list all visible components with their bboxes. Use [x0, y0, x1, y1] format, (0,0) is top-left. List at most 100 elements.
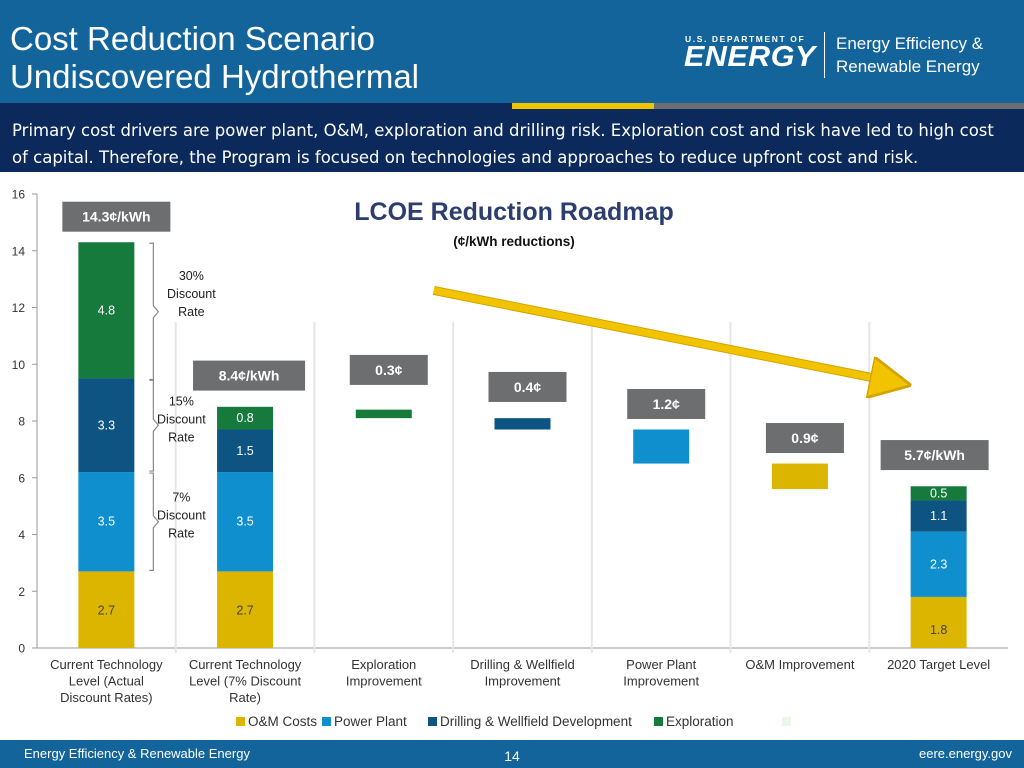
discount-rate-label: 15% Discount Rate — [157, 394, 206, 444]
total-label-text: 5.7¢/kWh — [904, 447, 965, 463]
bar-segment — [78, 571, 135, 648]
category-label: Drilling & Wellfield Improvement — [470, 657, 575, 689]
y-tick-label: 16 — [12, 188, 26, 202]
bar-segment — [910, 486, 967, 501]
category-label: Current Technology Level (Actual Discount … — [50, 657, 163, 705]
legend-swatch — [236, 717, 245, 726]
y-tick-label: 0 — [18, 642, 25, 656]
legend-label: O&M Costs — [248, 714, 317, 729]
total-label-box — [193, 360, 306, 391]
category-label-line: Level (7% Discount — [189, 674, 301, 689]
reduction-label-text: 0.3¢ — [375, 362, 402, 378]
logo-divider — [824, 32, 825, 78]
y-tick-label: 12 — [12, 301, 26, 315]
bar-segment — [217, 472, 274, 572]
category-label-line: Power Plant — [626, 657, 696, 672]
discount-rate-label-line: Discount — [157, 509, 206, 523]
reduction-bar — [494, 418, 551, 430]
legend-label: Exploration — [666, 714, 734, 729]
bar-segment — [78, 242, 135, 379]
bar-segment — [910, 531, 967, 597]
total-label-box — [62, 201, 171, 232]
bar-value-label: 3.5 — [236, 515, 253, 529]
discount-rate-label-line: Discount — [167, 287, 216, 301]
bar-value-label: 2.7 — [98, 603, 115, 617]
bar-segment — [217, 406, 274, 430]
reduction-label-box — [627, 388, 706, 419]
category-label: Current Technology Level (7% Discount Rate… — [189, 657, 302, 705]
y-tick-label: 8 — [18, 415, 25, 429]
bar-value-label: 1.1 — [930, 509, 947, 523]
reduction-label-text: 0.4¢ — [514, 379, 541, 395]
logo-department-text: U.S. DEPARTMENT OF — [685, 34, 806, 44]
category-label: 2020 Target Level — [887, 657, 990, 672]
total-label-box — [880, 440, 989, 471]
total-label-text: 8.4¢/kWh — [219, 368, 280, 384]
category-label-line: Current Technology — [50, 657, 163, 672]
category-label: O&M Improvement — [745, 657, 854, 672]
reduction-label-box — [349, 354, 428, 385]
slide-title-line-2: Undiscovered Hydrothermal — [10, 58, 420, 95]
bar-value-label: 1.8 — [930, 623, 947, 637]
bar-value-label: 4.8 — [98, 303, 115, 317]
category-label-line: O&M Improvement — [745, 657, 854, 672]
chart-subtitle: (¢/kWh reductions) — [453, 234, 575, 249]
discount-bracket — [149, 242, 160, 381]
category-label-line: Improvement — [623, 674, 699, 689]
intro-text: Primary cost drivers are power plant, O&… — [0, 109, 1024, 172]
logo-office-line-1: Energy Efficiency & — [836, 34, 984, 53]
bar-value-label: 2.7 — [236, 603, 253, 617]
lcoe-chart: LCOE Reduction Roadmap (¢/kWh reductions… — [12, 188, 1008, 729]
header-stripe-gray — [654, 103, 1024, 109]
reduction-bar — [355, 409, 412, 419]
bar-segment — [910, 500, 967, 532]
reduction-label-text: 0.9¢ — [791, 430, 818, 446]
slide-title: Cost Reduction Scenario Undiscovered Hyd… — [10, 20, 650, 96]
slide-header: Cost Reduction Scenario Undiscovered Hyd… — [0, 0, 1024, 103]
reduction-label-text: 1.2¢ — [653, 396, 680, 412]
y-tick-label: 6 — [18, 471, 25, 485]
bar-segment — [78, 472, 135, 572]
bar-value-label: 0.8 — [236, 411, 253, 425]
bar-segment — [78, 378, 135, 473]
discount-rate-label-line: Rate — [178, 305, 204, 319]
reduction-label-box — [765, 423, 844, 454]
discount-rate-label-line: 30% — [179, 269, 204, 283]
discount-rate-label-line: Rate — [168, 430, 194, 444]
footer-website: eere.energy.gov — [919, 746, 1012, 761]
y-tick-label: 2 — [18, 585, 25, 599]
footer-office-name: Energy Efficiency & Renewable Energy — [24, 746, 250, 761]
logo-office-line-2: Renewable Energy — [836, 57, 980, 76]
legend-swatch — [654, 717, 663, 726]
discount-rate-label-line: 7% — [172, 491, 190, 505]
bar-value-label: 3.5 — [98, 515, 115, 529]
category-label-line: Improvement — [346, 674, 422, 689]
legend-swatch — [322, 717, 331, 726]
bar-segment — [910, 596, 967, 648]
slide-title-line-1: Cost Reduction Scenario — [10, 20, 376, 57]
discount-bracket — [149, 378, 160, 472]
legend-label: Drilling & Wellfield Development — [440, 714, 632, 729]
category-label: Power Plant Improvement — [623, 657, 699, 689]
discount-rate-label-line: 15% — [169, 394, 194, 408]
legend-label: Power Plant — [334, 714, 407, 729]
trend-arrow — [433, 287, 891, 381]
bar-value-label: 0.5 — [930, 486, 947, 500]
page-number: 14 — [504, 748, 520, 764]
category-label-line: Discount Rates) — [60, 690, 152, 705]
logo-energy-wordmark: ENERGY — [684, 41, 816, 73]
category-label: Exploration Improvement — [346, 657, 422, 689]
doe-eere-logo: U.S. DEPARTMENT OF ENERGY Energy Efficie… — [684, 32, 1014, 82]
discount-rate-label: 30% Discount Rate — [167, 269, 216, 319]
category-label-line: Level (Actual — [69, 674, 144, 689]
category-label-line: Improvement — [485, 674, 561, 689]
slide-footer: Energy Efficiency & Renewable Energy 14 … — [0, 740, 1024, 768]
discount-rate-label: 7% Discount Rate — [157, 491, 206, 541]
category-label-line: Rate) — [229, 690, 261, 705]
category-label-line: Drilling & Wellfield — [470, 657, 575, 672]
reduction-bar — [771, 463, 828, 490]
legend-swatch — [428, 717, 437, 726]
category-label-line: Exploration — [351, 657, 416, 672]
header-stripe-navy — [0, 103, 512, 109]
discount-rate-label-line: Rate — [168, 527, 194, 541]
